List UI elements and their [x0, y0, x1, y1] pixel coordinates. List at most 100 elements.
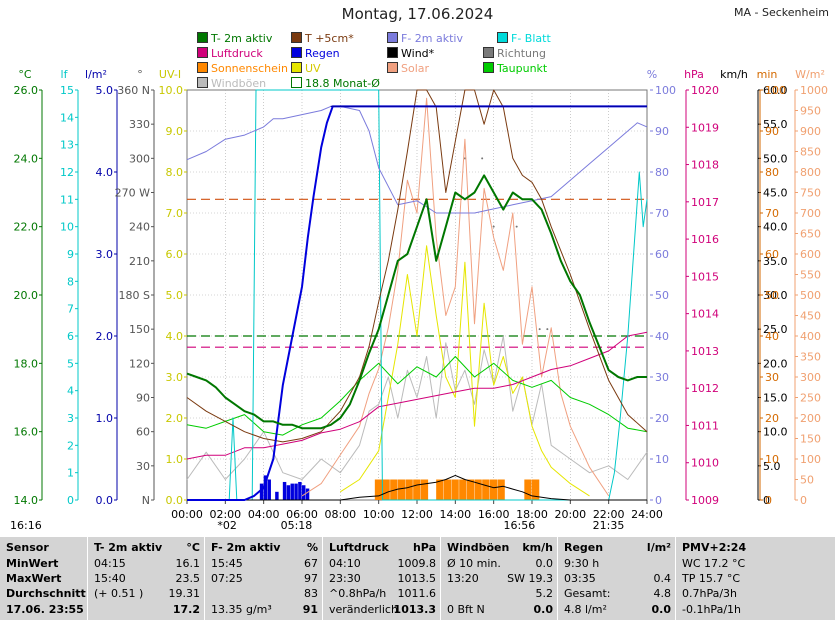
axis-tick-label-sun: 80	[765, 166, 779, 179]
axis-tick-label-leaf: 15	[60, 84, 74, 97]
rain-bar	[305, 488, 310, 500]
sunshine-bar	[532, 479, 540, 500]
stats-row: 13:20 SW 19.3	[441, 572, 557, 586]
sunshine-bar	[474, 479, 482, 500]
axis-tick-label-uv: 0.0	[166, 494, 184, 507]
stats-column: Luftdruck hPa 04:10 1009.8 23:30 1013.5 ^0.8hP…	[323, 537, 440, 620]
series-taupunkt	[186, 356, 648, 436]
axis-tick-label-wind: 35.0	[763, 255, 788, 268]
direction-point	[538, 328, 541, 331]
row-label-text: 17.06. 23:55	[6, 603, 84, 616]
legend-item: Taupunkt	[483, 61, 547, 76]
x-tick-label: 02:00	[209, 508, 241, 521]
axis-tick-label-wind: 25.0	[763, 323, 788, 336]
axis-tick-label-uv: 6.0	[166, 248, 184, 261]
legend-item: Windböen	[197, 76, 266, 91]
stats-cell-label: 13.35 g/m³	[211, 603, 272, 616]
x-tick-label: 08:00	[324, 508, 356, 521]
axis-tick-label-hum: 40	[655, 330, 669, 343]
stats-row: 9:30 h	[558, 557, 675, 571]
column-separator	[440, 537, 441, 620]
axis-tick-label-dir: N	[142, 494, 150, 507]
stats-row: 04:15 16.1	[88, 557, 204, 571]
axis-tick-label-press: 1018	[691, 159, 719, 172]
axis-tick-label-sun: 100	[765, 84, 786, 97]
column-header: Luftdruck hPa	[323, 541, 440, 555]
sunshine-bar	[413, 479, 421, 500]
stats-cell-label: ^0.8hPa/h	[329, 587, 387, 600]
column-header-unit: °C	[186, 541, 200, 554]
axis-tick-label-hum: 50	[655, 289, 669, 302]
stats-row: Ø 10 min. 0.0	[441, 557, 557, 571]
stats-cell-label: 15:40	[94, 572, 126, 585]
chart-title: Montag, 17.06.2024	[341, 5, 494, 23]
axis-title-rain: l/m²	[85, 68, 107, 81]
stats-cell-value: 91	[302, 603, 318, 616]
rain-bar	[290, 483, 294, 500]
legend-swatch	[387, 32, 398, 43]
axis-tick-label-temp: 16.0	[14, 426, 39, 439]
direction-point	[492, 225, 495, 228]
x-tick-label: 06:00	[286, 508, 318, 521]
rain-bar	[259, 483, 264, 500]
legend-swatch	[197, 47, 208, 58]
x-tick-label: 10:00	[363, 508, 395, 521]
axis-tick-label-solar: 350	[800, 351, 821, 364]
legend-item: UV	[291, 61, 321, 76]
axis-tick-label-wind: 10.0	[763, 426, 788, 439]
statistics-table: Sensor MinWert MaxWert Durchschnitt 17.06. 2…	[0, 537, 835, 620]
sunshine-bar	[405, 479, 413, 500]
rain-bar	[302, 485, 306, 500]
axis-title-dir: °	[137, 68, 143, 81]
legend-item: Sonnenschein	[197, 61, 288, 76]
x-tick-label: 12:00	[401, 508, 433, 521]
axis-tick-label-sun: 60	[765, 248, 779, 261]
axis-tick-label-hum: 30	[655, 371, 669, 384]
sunshine-bar	[420, 479, 429, 500]
column-header-label: PMV+2:24	[682, 541, 747, 554]
legend-label: Wind*	[401, 47, 435, 60]
legend-item: Solar	[387, 61, 429, 76]
stats-column: PMV+2:24 WC 17.2 °C TP 15.7 °C 0.7hPa/3h -0.…	[676, 537, 793, 620]
axis-tick-label-solar: 600	[800, 248, 821, 261]
stats-cell-label: 0 Bft N	[447, 603, 485, 616]
axis-tick-label-solar: 650	[800, 228, 821, 241]
axis-tick-label-temp: 24.0	[14, 152, 39, 165]
sunshine-bar	[436, 479, 444, 500]
column-separator	[675, 537, 676, 620]
legend-swatch	[483, 47, 494, 58]
legend-item: 18.8 Monat-Ø	[291, 76, 380, 91]
legend-swatch	[197, 77, 208, 88]
stats-column: T- 2m aktiv °C 04:15 16.1 15:40 23.5 (+ 0.51 )…	[88, 537, 204, 620]
axis-tick-label-leaf: 3	[67, 412, 74, 425]
stats-row: 04:10 1009.8	[323, 557, 440, 571]
series-wind-	[187, 474, 647, 501]
legend-swatch	[291, 32, 302, 43]
row-label: MinWert	[0, 557, 88, 571]
sunshine-bar	[382, 479, 390, 500]
rain-bar	[275, 491, 279, 500]
sunshine-bar	[451, 479, 459, 500]
stats-cell-value: 16.1	[175, 557, 201, 570]
column-header: F- 2m aktiv%	[205, 541, 322, 555]
stats-cell-value: 19.31	[168, 587, 201, 600]
row-label: Durchschnitt	[0, 587, 88, 601]
stats-cell-label: WC 17.2 °C	[682, 557, 746, 570]
legend-item: Luftdruck	[197, 46, 263, 61]
axis-tick-label-leaf: 5	[67, 357, 74, 370]
axis-tick-label-solar: 800	[800, 166, 821, 179]
axis-tick-label-leaf: 9	[67, 248, 74, 261]
stats-cell-value: 0.0	[535, 557, 554, 570]
legend-label: F- 2m aktiv	[401, 32, 463, 45]
axis-tick-label-leaf: 12	[60, 166, 74, 179]
axis-tick-label-wind: 60.0	[763, 84, 788, 97]
stats-row: 15:40 23.5	[88, 572, 204, 586]
axis-tick-label-sun: 10	[765, 453, 779, 466]
axis-tick-label-press: 1011	[691, 419, 719, 432]
stats-cell-label: Gesamt:	[564, 587, 611, 600]
axis-tick-label-leaf: 8	[67, 275, 74, 288]
stats-cell-value: 97	[304, 572, 318, 585]
axis-tick-label-wind: 40.0	[763, 221, 788, 234]
stats-cell-value: SW 19.3	[507, 572, 553, 585]
stats-cell-label: 4.8 l/m²	[564, 603, 607, 616]
